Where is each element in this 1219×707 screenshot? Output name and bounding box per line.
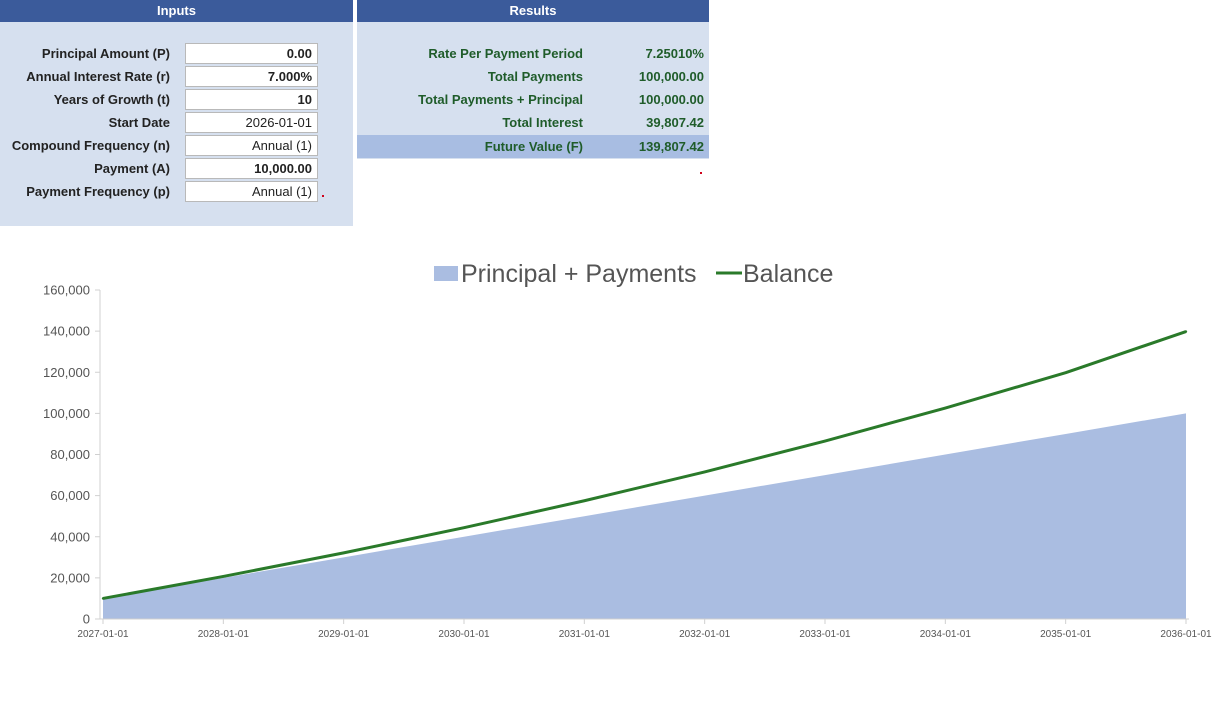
y-tick-label: 100,000 [43,406,90,421]
result-value: 7.25010% [645,46,704,61]
balance-point [342,551,345,555]
years-of-growth-field[interactable]: 10 [185,89,318,110]
result-label: Total Payments [487,69,583,84]
result-value: 139,807.42 [638,139,704,154]
x-tick-label: 2028-01-01 [198,629,250,640]
inputs-panel: Inputs Principal Amount (P) 0.00 Annual … [0,0,353,226]
input-row-compound-frequency: Compound Frequency (n) Annual (1) [0,134,353,157]
annual-interest-rate-field[interactable]: 7.000% [185,66,318,87]
legend-label-balance: Balance [743,260,833,288]
x-tick-label: 2029-01-01 [318,629,370,640]
y-tick-label: 20,000 [50,570,90,585]
balance-point [462,526,466,529]
x-tick-label: 2034-01-01 [920,629,972,640]
result-value: 100,000.00 [638,69,704,84]
result-row-future-value: Future Value (F) 139,807.42 [357,135,709,158]
start-date-field[interactable]: 2026-01-01 [185,112,318,133]
y-tick-label: 60,000 [50,488,90,503]
input-label: Compound Frequency (n) [11,138,170,153]
balance-point [222,575,225,578]
y-tick-label: 120,000 [43,365,90,380]
result-value: 39,807.42 [646,115,704,130]
y-tick-label: 40,000 [50,529,90,544]
y-tick-label: 80,000 [50,447,90,462]
input-row-years: Years of Growth (t) 10 [0,88,353,111]
inputs-header: Inputs [0,0,353,22]
balance-point [944,406,947,410]
result-label: Rate Per Payment Period [428,46,583,61]
result-row-total-payments: Total Payments 100,000.00 [357,65,709,88]
input-label: Start Date [108,115,170,130]
legend-swatch-area [434,266,458,281]
y-tick-label: 0 [83,612,90,627]
payment-frequency-select[interactable]: Annual (1) [185,181,318,202]
principal-amount-field[interactable]: 0.00 [185,43,318,64]
result-label: Future Value (F) [484,139,583,154]
compound-frequency-select[interactable]: Annual (1) [185,135,318,156]
input-label: Payment (A) [94,161,170,176]
input-row-payment-frequency: Payment Frequency (p) Annual (1) [0,180,353,203]
balance-point [101,597,105,600]
balance-point [823,439,827,443]
x-tick-label: 2030-01-01 [438,629,490,640]
x-tick-label: 2031-01-01 [559,629,611,640]
balance-point [703,470,706,474]
result-label: Total Interest [502,115,583,130]
payment-field[interactable]: 10,000.00 [185,158,318,179]
input-row-payment: Payment (A) 10,000.00 [0,157,353,180]
input-label: Annual Interest Rate (r) [26,69,170,84]
y-tick-label: 160,000 [43,283,90,298]
balance-point [1064,371,1067,374]
result-row-total-interest: Total Interest 39,807.42 [357,111,709,134]
balance-line [102,330,1187,600]
input-label: Principal Amount (P) [41,46,170,61]
legend-label-principal-payments: Principal + Payments [461,260,697,288]
results-header: Results [357,0,709,22]
x-tick-label: 2027-01-01 [77,629,129,640]
input-row-rate: Annual Interest Rate (r) 7.000% [0,65,353,88]
y-tick-label: 140,000 [43,324,90,339]
input-row-start-date: Start Date 2026-01-01 [0,111,353,134]
input-label: Years of Growth (t) [53,92,170,107]
cell-marker-dot [700,172,702,174]
balance-point [583,499,586,502]
result-row-rate-per-period: Rate Per Payment Period 7.25010% [357,42,709,65]
x-tick-label: 2035-01-01 [1040,629,1092,640]
result-row-payments-plus-principal: Total Payments + Principal 100,000.00 [357,88,709,111]
cell-marker-dot [322,195,324,197]
input-label: Payment Frequency (p) [26,184,170,199]
result-label: Total Payments + Principal [418,92,583,107]
x-tick-label: 2036-01-01 [1160,629,1212,640]
principal-payments-area [103,413,1186,619]
input-row-principal: Principal Amount (P) 0.00 [0,42,353,65]
result-value: 100,000.00 [638,92,704,107]
balance-point [1184,330,1188,333]
results-panel: Results Rate Per Payment Period 7.25010%… [357,0,709,159]
x-tick-label: 2032-01-01 [679,629,731,640]
x-tick-label: 2033-01-01 [799,629,851,640]
